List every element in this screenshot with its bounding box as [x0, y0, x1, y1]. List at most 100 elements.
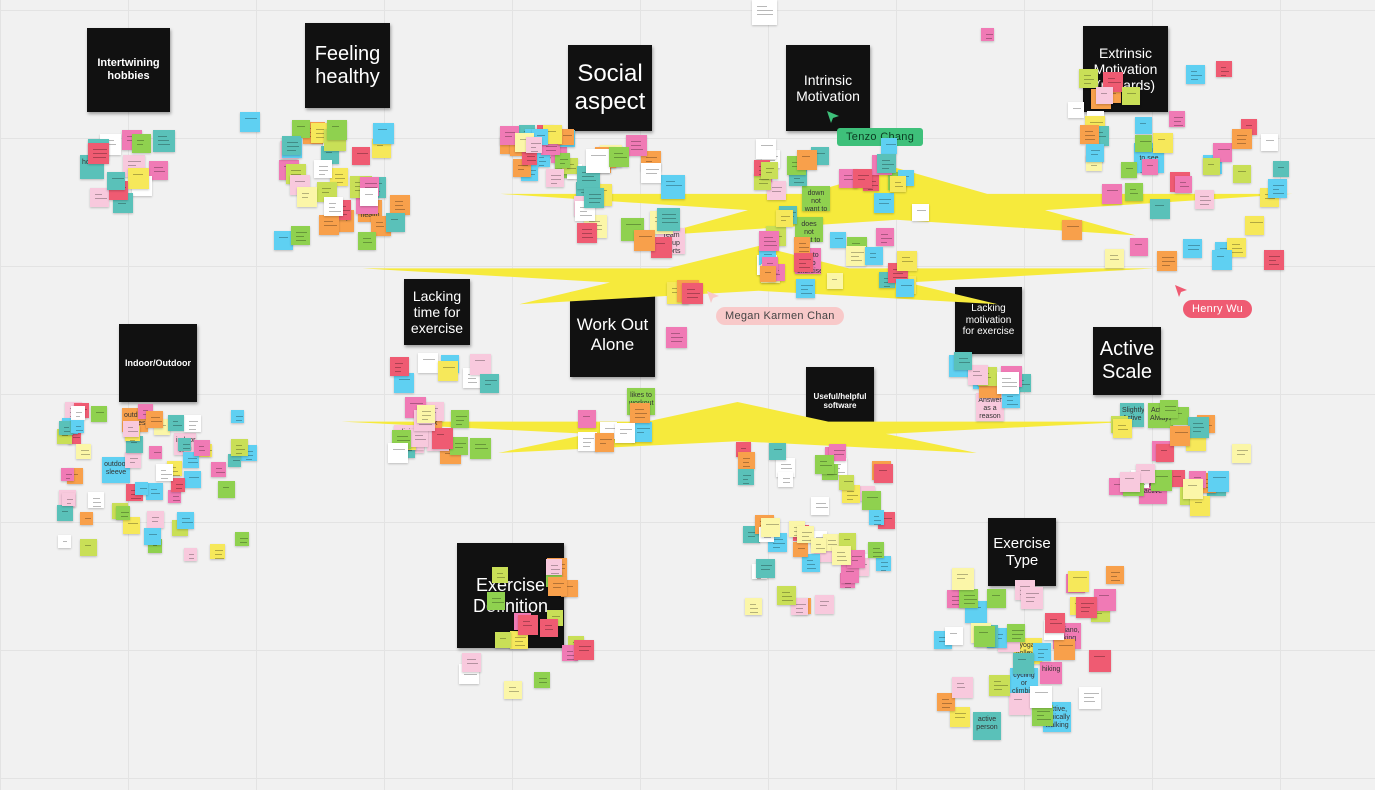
sticky-note[interactable]: [231, 439, 248, 456]
sticky-note[interactable]: [952, 677, 973, 698]
sticky-note[interactable]: [149, 161, 168, 180]
sticky-note[interactable]: [558, 129, 574, 145]
sticky-note[interactable]: [896, 279, 914, 297]
sticky-note[interactable]: [1094, 589, 1116, 611]
sticky-note[interactable]: [480, 374, 499, 393]
sticky-note[interactable]: [1009, 693, 1031, 715]
sticky-note[interactable]: [123, 421, 139, 437]
sticky-note[interactable]: [1130, 238, 1148, 256]
sticky-note[interactable]: [153, 130, 175, 152]
sticky-note[interactable]: [410, 429, 428, 447]
sticky-note[interactable]: [796, 279, 815, 298]
sticky-note[interactable]: [125, 452, 141, 468]
sticky-note[interactable]: [210, 544, 225, 559]
sticky-note[interactable]: [417, 405, 435, 423]
sticky-note[interactable]: [1168, 470, 1185, 487]
sticky-note[interactable]: [981, 28, 994, 41]
sticky-note[interactable]: [1195, 190, 1214, 209]
sticky-note[interactable]: [373, 123, 394, 144]
sticky-note[interactable]: [194, 440, 210, 456]
sticky-note[interactable]: [71, 420, 84, 433]
sticky-note[interactable]: [1160, 400, 1178, 418]
sticky-note[interactable]: [989, 675, 1010, 696]
sticky-note[interactable]: [1086, 144, 1104, 162]
sticky-note[interactable]: [881, 138, 897, 154]
sticky-note[interactable]: [1007, 624, 1025, 642]
sticky-note[interactable]: [504, 681, 522, 699]
sticky-note[interactable]: [58, 535, 71, 548]
sticky-note[interactable]: [959, 589, 978, 608]
sticky-note[interactable]: [577, 223, 597, 243]
sticky-note[interactable]: [776, 210, 793, 227]
sticky-note[interactable]: [760, 266, 776, 282]
sticky-note[interactable]: [432, 428, 453, 449]
sticky-note[interactable]: [184, 471, 201, 488]
sticky-note[interactable]: [352, 147, 370, 165]
sticky-note[interactable]: [330, 168, 348, 186]
sticky-note[interactable]: [1170, 426, 1190, 446]
sticky-note[interactable]: [651, 237, 672, 258]
sticky-note[interactable]: [62, 493, 75, 506]
sticky-note[interactable]: [759, 231, 779, 251]
sticky-note[interactable]: [1013, 653, 1034, 674]
sticky-note[interactable]: [235, 532, 249, 546]
sticky-note[interactable]: [968, 365, 988, 385]
sticky-note[interactable]: [1135, 117, 1152, 134]
sticky-note[interactable]: [846, 246, 866, 266]
sticky-note[interactable]: [1208, 471, 1229, 492]
sticky-note[interactable]: [794, 237, 810, 253]
header-lacking-time[interactable]: Lacking time for exercise: [404, 279, 470, 345]
sticky-note[interactable]: [738, 452, 755, 469]
sticky-note[interactable]: [626, 135, 647, 156]
sticky-note[interactable]: [1113, 419, 1132, 438]
sticky-note[interactable]: [632, 422, 652, 442]
sticky-note[interactable]: [682, 283, 703, 304]
sticky-note[interactable]: [756, 559, 775, 578]
sticky-note[interactable]: [574, 640, 594, 660]
sticky-note[interactable]: [738, 469, 754, 485]
sticky-note[interactable]: [595, 433, 614, 452]
sticky-note[interactable]: [291, 226, 310, 245]
sticky-note[interactable]: [841, 565, 859, 583]
sticky-note[interactable]: [91, 406, 107, 422]
sticky-note[interactable]: [797, 526, 814, 543]
sticky-note[interactable]: [578, 432, 597, 451]
sticky-note[interactable]: [360, 188, 378, 206]
sticky-note[interactable]: [487, 592, 505, 610]
sticky-note[interactable]: [761, 162, 778, 179]
header-work-out-alone[interactable]: Work Out Alone: [570, 292, 655, 377]
sticky-note[interactable]: [876, 228, 894, 246]
sticky-note[interactable]: [228, 454, 241, 467]
sticky-note[interactable]: [59, 421, 73, 435]
sticky-note[interactable]: [847, 550, 865, 568]
sticky-note[interactable]: [1030, 686, 1052, 708]
sticky-note[interactable]: [1105, 249, 1124, 268]
sticky-note[interactable]: [630, 403, 650, 423]
sticky-note[interactable]: [974, 626, 995, 647]
sticky-note[interactable]: [868, 542, 884, 558]
sticky-note[interactable]: [874, 464, 893, 483]
sticky-note[interactable]: [797, 150, 817, 170]
sticky-note[interactable]: [657, 208, 680, 231]
sticky-note[interactable]: [231, 410, 244, 423]
sticky-note[interactable]: [450, 437, 468, 455]
sticky-note[interactable]: [1054, 639, 1075, 660]
sticky-note[interactable]: [827, 273, 843, 289]
sticky-note[interactable]: [546, 169, 564, 187]
sticky-note[interactable]: [890, 176, 906, 192]
sticky-note[interactable]: [324, 197, 343, 216]
sticky-note[interactable]: [495, 632, 511, 648]
sticky-note[interactable]: [178, 438, 191, 451]
sticky-note[interactable]: [1125, 183, 1143, 201]
sticky-note[interactable]: [1096, 87, 1113, 104]
sticky-note[interactable]: [777, 586, 796, 605]
sticky-note[interactable]: [492, 567, 508, 583]
sticky-note[interactable]: [116, 506, 130, 520]
sticky-note[interactable]: [438, 361, 458, 381]
sticky-note[interactable]: [793, 542, 808, 557]
sticky-note[interactable]: [1079, 687, 1101, 709]
header-active-scale[interactable]: Active Scale: [1093, 327, 1161, 395]
sticky-note[interactable]: [184, 548, 197, 561]
sticky-note[interactable]: [1264, 250, 1284, 270]
sticky-note[interactable]: [1032, 705, 1053, 726]
